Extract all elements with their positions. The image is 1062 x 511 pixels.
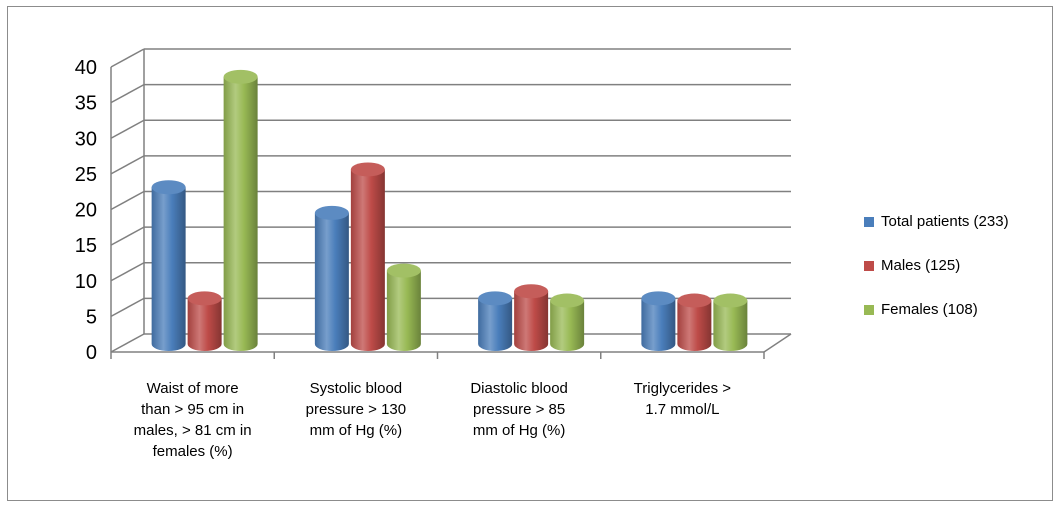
bar-males-4 [677,300,712,352]
gridline-depth [110,226,145,246]
y-tick-label: 10 [75,271,97,293]
legend-swatch-total [864,217,874,227]
bar-top-females-2 [386,263,421,278]
y-tick-label: 15 [75,235,97,257]
category-label-1: Waist of more than > 95 cm in males, > 8… [133,380,252,460]
legend-label-total: Total patients (233) [881,213,1009,230]
bar-females-4 [713,300,748,352]
bar-total-4 [641,298,676,352]
bar-top-males-4 [677,293,712,308]
bar-top-total-4 [641,291,676,306]
y-tick-label: 5 [86,306,97,328]
bar-females-1 [223,76,258,352]
y-tick-label: 0 [86,342,97,364]
category-label-3: Diastolic blood pressure > 85 mm of Hg (… [470,380,568,439]
bar-top-males-1 [187,291,222,306]
bar-females-3 [550,300,585,352]
chart-plot: 0 5 10 15 20 25 30 35 40 [75,48,792,364]
category-label-2: Systolic blood pressure > 130 mm of Hg (… [305,380,407,439]
gridline-depth [110,83,145,104]
gridline-depth [110,48,145,68]
y-tick-label: 40 [75,57,97,79]
bar-top-females-1 [223,69,258,84]
y-tick-label: 35 [75,93,97,115]
gridline-depth [110,119,145,139]
bar-total-3 [478,298,513,352]
gridline-depth [110,155,145,175]
bar-males-1 [187,298,222,352]
bar-top-females-3 [550,293,585,308]
bar-top-males-3 [514,284,549,299]
bar-total-2 [314,212,349,352]
gridline-depth [110,297,145,318]
legend-label-females: Females (108) [881,301,978,318]
bar-top-total-1 [151,180,186,195]
legend-swatch-females [864,305,874,315]
floor-right-edge [763,333,792,353]
bar-top-males-2 [350,162,385,177]
category-label-4: Triglycerides > 1.7 mmol/L [633,380,732,418]
bar-females-2 [386,270,421,352]
legend-swatch-males [864,261,874,271]
y-tick-label: 25 [75,164,97,186]
bar-top-females-4 [713,293,748,308]
bar-top-total-2 [314,205,349,220]
y-tick-label: 30 [75,128,97,150]
bar-total-1 [151,187,186,352]
gridline-depth [110,190,145,211]
gridline-depth [110,333,145,353]
bar-top-total-3 [478,291,513,306]
gridline-depth [110,262,145,282]
bar-males-2 [350,169,385,352]
y-tick-label: 20 [75,200,97,222]
legend-label-males: Males (125) [881,257,961,274]
chart-frame: 0 5 10 15 20 25 30 35 40 Waist of more than > 95… [7,6,1053,501]
bar-males-3 [514,291,549,352]
